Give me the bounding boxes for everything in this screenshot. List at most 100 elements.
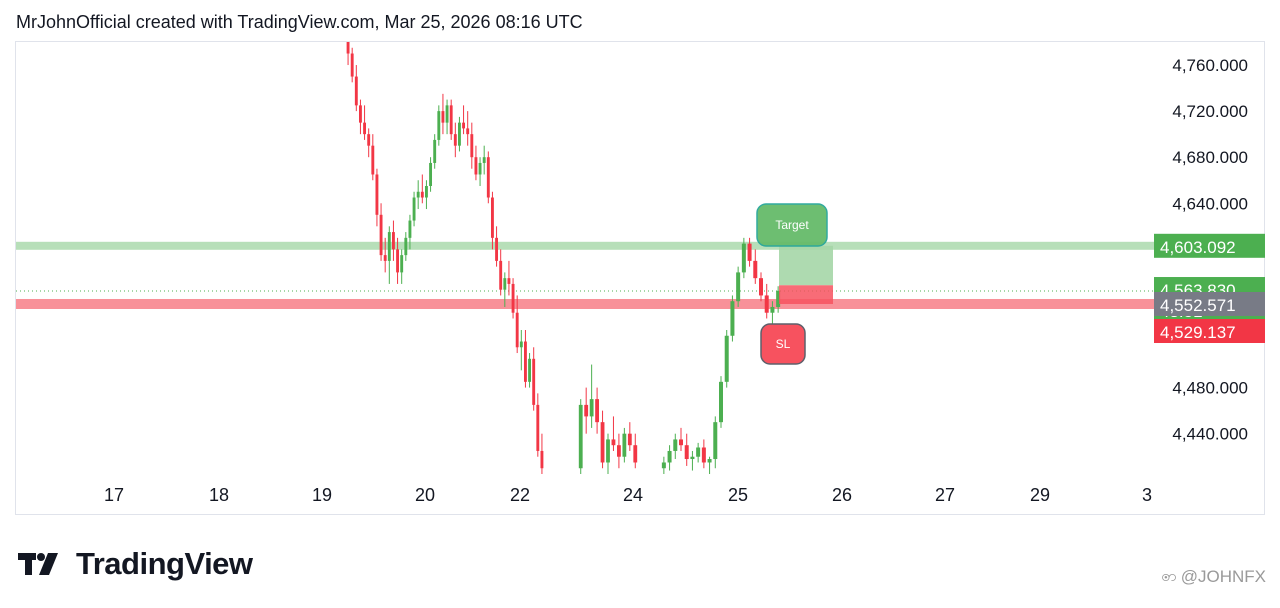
target-callout-box [756, 203, 828, 247]
c1-candle-24 [445, 105, 449, 123]
target-callout: Target [756, 203, 828, 247]
c3-candle-9 [713, 422, 718, 460]
c1-candle-40 [511, 283, 515, 313]
c1-candle-8 [379, 214, 383, 256]
c1-candle-23 [441, 111, 445, 123]
watermark-text: @JOHNFX [1180, 567, 1266, 586]
c3-candle-17 [759, 278, 763, 296]
sl-callout: SL [760, 323, 806, 365]
c1-candle-31 [474, 157, 478, 175]
position-tool: Target SL [756, 203, 833, 365]
c1-candle-29 [466, 128, 470, 135]
c1-candle-15 [408, 220, 412, 238]
c1-candle-33 [482, 157, 486, 163]
levels-layer [16, 241, 1156, 309]
c1-candle-32 [478, 162, 482, 175]
c1-candle-1 [350, 53, 354, 77]
stop-level-line [16, 298, 1156, 309]
c3-candle-8 [707, 459, 712, 463]
c1-candle-46 [536, 404, 540, 451]
target-price-tag-text-0: 4,603.092 [1160, 238, 1236, 257]
c1-candle-0 [346, 42, 350, 54]
c3-candle-12 [730, 301, 735, 336]
c2-candle-8 [622, 433, 627, 457]
c1-candle-10 [387, 232, 391, 261]
x-tick-label: 26 [832, 485, 852, 505]
c1-candle-6 [371, 145, 375, 175]
stop-price-tag: 4,529.137 [1154, 318, 1265, 343]
c1-candle-21 [433, 139, 437, 163]
c1-candle-17 [416, 191, 420, 198]
c3-candle-3 [679, 439, 683, 446]
c1-candle-28 [462, 122, 466, 129]
c1-candle-11 [391, 232, 395, 250]
c1-candle-4 [363, 122, 367, 135]
c1-candle-5 [367, 134, 371, 146]
stop-price-tag-bg [1154, 318, 1265, 343]
c2-candle-7 [617, 445, 621, 457]
c2-candle-4 [600, 422, 605, 463]
x-tick-label: 24 [623, 485, 643, 505]
loss-zone [779, 285, 833, 304]
candles-layer [346, 42, 781, 474]
c3-candle-19 [770, 306, 775, 313]
x-tick-label: 19 [312, 485, 332, 505]
x-tick-label: 27 [935, 485, 955, 505]
x-tick-label: 29 [1030, 485, 1050, 505]
c1-candle-34 [486, 157, 490, 198]
c1-candle-44 [528, 358, 532, 382]
x-tick-label: 3 [1142, 485, 1152, 505]
c1-candle-20 [429, 162, 433, 186]
c1-candle-27 [457, 122, 461, 146]
x-tick-label: 22 [510, 485, 530, 505]
c3-candle-13 [736, 272, 741, 302]
c3-candle-6 [696, 447, 701, 457]
x-tick-label: 17 [104, 485, 124, 505]
tradingview-logo[interactable]: TradingView [18, 546, 253, 582]
c1-candle-42 [519, 341, 523, 348]
c2-candle-2 [589, 399, 594, 417]
price-chart[interactable]: Target SL 4,760.000 4,720.000 4,680.000 4,64… [16, 42, 1266, 516]
y-tick-label: 4,480.000 [1172, 379, 1248, 398]
c1-candle-26 [453, 134, 457, 146]
c2-candle-1 [584, 404, 589, 417]
tradingview-logo-icon [18, 553, 58, 575]
profit-zone [779, 245, 833, 286]
target-callout-label: Target [775, 218, 809, 232]
c1-candle-9 [383, 255, 387, 261]
x-tick-label: 18 [209, 485, 229, 505]
c1-candle-39 [507, 278, 511, 284]
c2-candle-9 [627, 433, 632, 446]
c1-candle-13 [400, 255, 404, 273]
y-tick-label: 4,440.000 [1172, 425, 1248, 444]
c1-candle-37 [499, 260, 503, 290]
c2-candle-10 [633, 445, 638, 463]
c3-candle-5 [690, 456, 695, 460]
c3-candle-20 [776, 290, 781, 307]
c1-candle-47 [540, 450, 544, 469]
c3-candle-16 [753, 260, 758, 279]
target-level-line [16, 241, 1156, 250]
x-tick-label: 20 [415, 485, 435, 505]
c1-candle-14 [404, 237, 408, 256]
author-watermark: ꩦ @JOHNFX [1161, 565, 1266, 589]
c3-candle-10 [719, 381, 723, 423]
tradingview-wordmark: TradingView [76, 546, 253, 581]
c3-candle-1 [667, 450, 672, 463]
c1-candle-19 [424, 186, 428, 198]
chart-credit-header: MrJohnOfficial created with TradingView.… [16, 12, 583, 32]
target-price-tag-bg [1154, 233, 1265, 258]
time-axis: 17 18 19 20 22 24 25 26 27 29 3 [104, 485, 1152, 505]
c3-candle-15 [747, 243, 752, 261]
c3-candle-2 [673, 439, 678, 451]
c1-candle-36 [495, 237, 499, 261]
c1-candle-25 [449, 105, 453, 135]
target-price-tag: 4,603.092 [1154, 233, 1265, 258]
y-tick-label: 4,760.000 [1172, 56, 1248, 75]
weibo-icon: ꩦ [1161, 568, 1177, 585]
c2-candle-0 [578, 404, 583, 469]
c2-candle-6 [611, 439, 616, 446]
c1-candle-45 [532, 358, 536, 405]
c3-candle-0 [661, 462, 666, 469]
chart-frame[interactable]: Target SL 4,760.000 4,720.000 4,680.000 4,64… [15, 41, 1265, 515]
